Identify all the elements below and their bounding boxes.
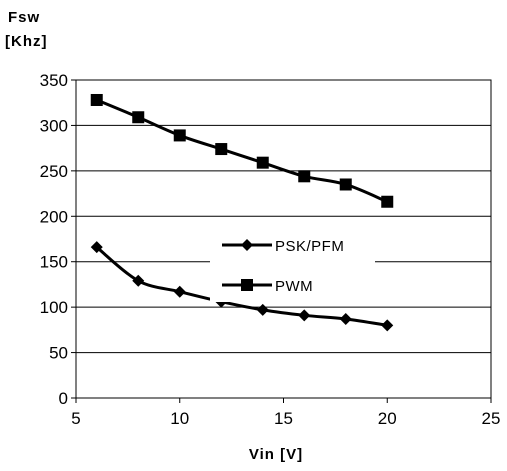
y-axis-label-line-2: [Khz] [5,33,48,50]
data-point [381,319,394,332]
x-tick-label: 10 [170,409,189,428]
data-point [298,309,311,322]
x-axis-label: Vin [V] [249,446,303,463]
series [90,93,394,332]
y-tick-label: 200 [40,207,68,226]
y-tick-label: 100 [40,298,68,317]
legend-label: PSK/PFM [275,238,344,255]
data-point [256,303,269,316]
x-tick-labels: 5 10 15 20 25 [71,409,500,428]
series-pwm [90,93,394,208]
y-tick-label: 50 [49,344,68,363]
x-tick-label: 25 [482,409,501,428]
data-point [381,195,394,208]
x-tick-label: 20 [378,409,397,428]
legend-entry: PSK/PFM [222,238,344,255]
legend-label: PWM [275,278,313,295]
data-point [173,129,186,142]
x-tick-label: 5 [71,409,80,428]
y-axis-label-line-1: Fsw [8,9,40,26]
y-tick-labels: 0 50 100 150 200 250 300 350 [40,71,68,408]
data-point [215,143,228,156]
legend-background [210,228,375,302]
data-point [132,274,145,287]
data-point [173,285,186,298]
y-tick-label: 350 [40,71,68,90]
data-point [298,170,311,183]
legend-entry: PWM [222,278,313,295]
legend-marker [241,239,253,251]
data-point [339,178,352,191]
data-point [132,111,145,124]
y-tick-label: 300 [40,116,68,135]
series-psk-pfm [90,241,394,332]
legend: PSK/PFM PWM [210,228,375,302]
data-point [256,156,269,169]
x-tick-label: 15 [274,409,293,428]
axes [71,79,492,403]
y-tick-label: 150 [40,253,68,272]
legend-marker [241,279,253,291]
data-point [339,312,352,325]
data-point [90,93,103,106]
data-point [90,241,103,254]
y-tick-label: 0 [59,389,68,408]
y-tick-label: 250 [40,162,68,181]
